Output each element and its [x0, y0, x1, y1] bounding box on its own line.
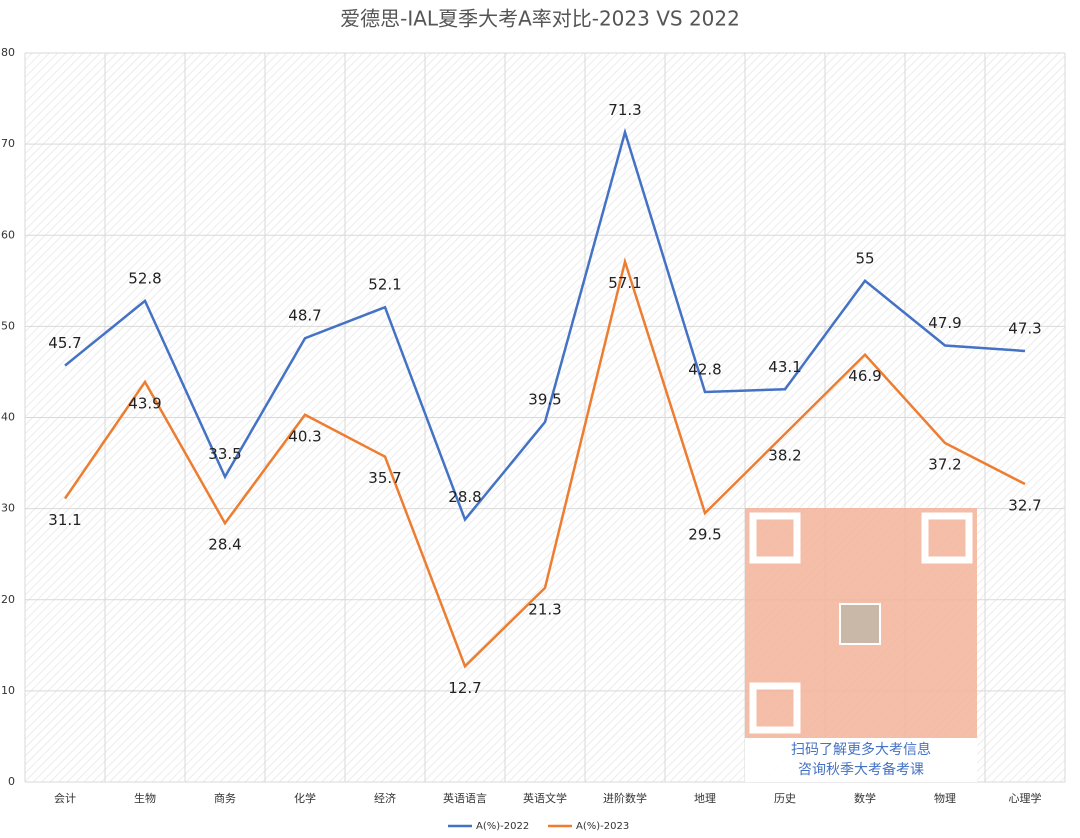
x-tick-label: 数学: [854, 791, 876, 805]
data-label: 52.1: [368, 276, 401, 294]
legend-label: A(%)-2023: [576, 821, 629, 832]
data-label: 48.7: [288, 307, 321, 325]
annotation: 咨询秋季大考备考课: [798, 761, 924, 778]
x-tick-label: 化学: [294, 791, 316, 805]
data-label: 71.3: [608, 101, 641, 119]
annotation: 扫码了解更多大考信息: [791, 741, 931, 758]
data-label: 29.5: [688, 526, 721, 544]
data-label: 28.4: [208, 536, 241, 554]
legend-label: A(%)-2022: [476, 821, 529, 832]
x-tick-label: 历史: [774, 792, 796, 805]
data-label: 43.1: [768, 358, 801, 376]
y-tick-label: 20: [1, 593, 15, 606]
qr-finder: [749, 512, 801, 564]
data-label: 47.9: [928, 314, 961, 332]
data-label: 37.2: [928, 456, 961, 474]
data-label: 40.3: [288, 427, 321, 445]
data-label: 32.7: [1008, 497, 1041, 515]
y-tick-label: 80: [1, 46, 15, 59]
x-tick-label: 进阶数学: [603, 791, 647, 805]
y-tick-label: 0: [8, 775, 15, 788]
x-tick-label: 经济: [374, 791, 396, 805]
qr-avatar: [839, 603, 881, 645]
data-label: 33.5: [208, 445, 241, 463]
data-label: 31.1: [48, 511, 81, 529]
x-tick-label: 会计: [54, 792, 76, 805]
data-label: 46.9: [848, 367, 881, 385]
data-label: 55: [855, 249, 874, 267]
x-tick-label: 心理学: [1009, 791, 1042, 805]
y-tick-label: 10: [1, 684, 15, 697]
qr-finder: [921, 512, 973, 564]
data-label: 42.8: [688, 360, 721, 378]
data-label: 47.3: [1008, 319, 1041, 337]
data-label: 52.8: [128, 269, 161, 287]
x-tick-label: 英语文学: [523, 791, 567, 805]
x-tick-label: 生物: [134, 791, 156, 805]
series-line: [64, 127, 1026, 523]
qr-overlay: 扫码了解更多大考信息 咨询秋季大考备考课: [745, 508, 977, 782]
data-label: 39.5: [528, 391, 561, 409]
data-label: 38.2: [768, 446, 801, 464]
chart-title: 爱德思-IAL夏季大考A率对比-2023 VS 2022: [340, 7, 740, 31]
qr-finder: [749, 682, 801, 734]
data-label: 45.7: [48, 334, 81, 352]
data-label: 12.7: [448, 679, 481, 697]
qr-caption-bg: [745, 738, 977, 782]
x-tick-label: 商务: [214, 791, 236, 805]
data-label: 21.3: [528, 600, 561, 618]
y-tick-label: 30: [1, 502, 15, 515]
data-label: 28.8: [448, 488, 481, 506]
data-label: 35.7: [368, 469, 401, 487]
series-line: [63, 257, 1026, 669]
y-tick-label: 70: [1, 137, 15, 150]
x-tick-label: 地理: [694, 792, 716, 805]
y-tick-label: 40: [1, 411, 15, 424]
lines: [63, 127, 1026, 669]
y-tick-label: 60: [1, 228, 15, 241]
y-tick-label: 50: [1, 319, 15, 332]
data-label: 43.9: [128, 394, 161, 412]
data-label: 57.1: [608, 274, 641, 292]
x-tick-label: 英语语言: [443, 791, 487, 805]
x-tick-label: 物理: [934, 791, 956, 805]
